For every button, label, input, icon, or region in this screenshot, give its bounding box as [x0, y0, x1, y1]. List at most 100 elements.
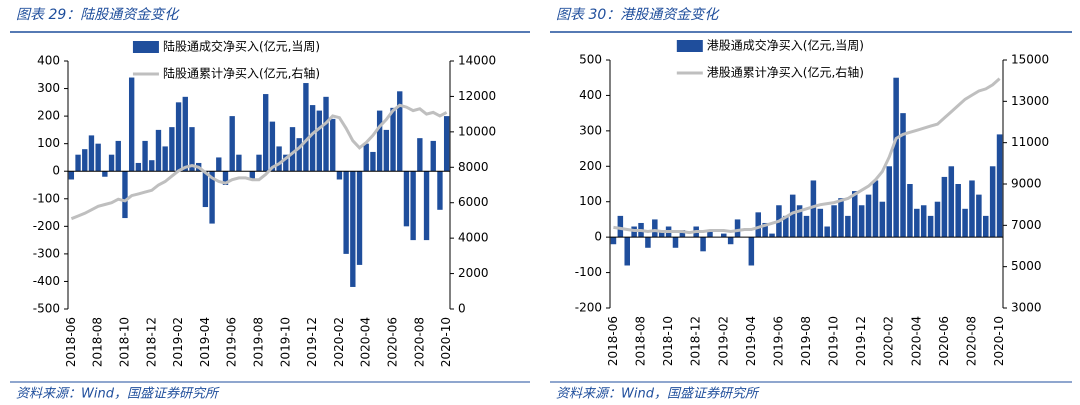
bar — [872, 180, 879, 238]
bar — [983, 215, 989, 238]
bar — [443, 116, 450, 172]
bar — [941, 176, 948, 238]
bar — [276, 146, 282, 172]
legend-label: 陆股通累计净买入(亿元,右轴) — [163, 66, 320, 81]
bar — [796, 205, 803, 238]
bar — [610, 237, 617, 245]
bar — [175, 102, 182, 172]
bar — [256, 154, 262, 172]
bar — [222, 171, 229, 185]
y-tick-label: 400 — [37, 54, 60, 68]
y-tick-label: -400 — [33, 274, 60, 288]
bar — [858, 205, 865, 238]
bar — [700, 237, 706, 252]
bar — [645, 237, 651, 248]
y2-tick-label: 3000 — [1011, 301, 1042, 315]
bar — [202, 171, 209, 208]
bar — [383, 129, 390, 172]
line — [70, 103, 448, 221]
y2-tick-label: 5000 — [1011, 259, 1042, 273]
bar — [75, 154, 81, 172]
x-tick-label: 2020-02 — [882, 316, 896, 366]
x-tick-label: 2019-04 — [744, 316, 758, 366]
x-tick-label: 2019-02 — [716, 316, 730, 366]
y-tick-label: 100 — [579, 194, 602, 208]
bar — [996, 134, 1003, 238]
x-tick-label: 2018-06 — [606, 316, 620, 366]
bar — [410, 171, 416, 241]
bar — [336, 171, 343, 180]
x-tick-label: 2020-08 — [964, 316, 978, 366]
source-note: 资料来源：Wind，国盛证券研究所 — [16, 386, 220, 402]
bar — [886, 166, 892, 238]
y-tick-label: -500 — [33, 302, 60, 316]
bar — [721, 233, 727, 238]
bar — [370, 151, 376, 172]
bar — [142, 140, 148, 172]
bar — [658, 230, 665, 238]
y-tick-label: -300 — [33, 246, 60, 260]
x-tick-label: 2019-06 — [771, 316, 785, 366]
y-tick-label: 300 — [579, 123, 602, 137]
y2-tick-label: 15000 — [1011, 53, 1049, 67]
chart-panel: 图表 29：陆股通资金变化 资料来源：Wind，国盛证券研究所 -500 -400… — [10, 7, 530, 402]
y2-tick-label: 10000 — [458, 124, 496, 138]
y-tick-label: -200 — [33, 219, 60, 233]
y2-tick-label: 4000 — [458, 231, 489, 245]
x-tick-label: 2020-06 — [386, 317, 400, 367]
bar — [769, 233, 775, 238]
x-tick-label: 2019-12 — [854, 316, 868, 366]
bar — [845, 215, 851, 238]
bar — [263, 94, 269, 172]
bar — [934, 201, 941, 238]
y-tick-label: 200 — [37, 109, 60, 123]
bar — [88, 135, 95, 172]
y-tick-label: -100 — [575, 265, 602, 279]
bar — [437, 171, 443, 210]
bar — [303, 83, 309, 172]
bar — [900, 113, 906, 238]
x-tick-label: 2018-08 — [91, 317, 105, 367]
x-tick-label: 2019-02 — [171, 317, 185, 367]
legend-swatch — [676, 40, 703, 52]
bar — [283, 154, 289, 172]
bar — [209, 171, 215, 224]
bar — [838, 198, 844, 238]
x-tick-label: 2019-10 — [278, 317, 292, 367]
y2-tick-label: 7000 — [1011, 218, 1042, 232]
bar — [672, 237, 679, 248]
bar — [962, 208, 968, 238]
bar — [122, 171, 128, 219]
x-tick-label: 2020-08 — [412, 317, 426, 367]
bar — [216, 157, 222, 172]
bar — [783, 215, 789, 238]
bar — [969, 180, 975, 238]
bar — [817, 208, 824, 238]
y-tick-label: 0 — [594, 230, 602, 244]
bar — [423, 171, 430, 241]
bar — [397, 91, 403, 172]
y2-tick-label: 8000 — [458, 160, 489, 174]
bar — [189, 127, 195, 172]
bar — [182, 96, 188, 172]
y2-tick-label: 9000 — [1011, 177, 1042, 191]
bar — [95, 143, 101, 172]
bar — [155, 129, 162, 172]
x-tick-label: 2018-10 — [661, 316, 675, 366]
bar — [865, 194, 872, 238]
y2-tick-label: 11000 — [1011, 135, 1049, 149]
bar — [363, 143, 369, 172]
legend-label: 陆股通成交净买入(亿元,当周) — [163, 39, 320, 54]
x-tick-label: 2018-06 — [64, 317, 78, 367]
bar — [810, 180, 817, 238]
y2-tick-label: 6000 — [458, 195, 489, 209]
x-tick-label: 2019-12 — [305, 317, 319, 367]
bar — [955, 184, 961, 238]
bar — [330, 118, 336, 172]
x-tick-label: 2020-04 — [909, 316, 923, 366]
bar — [617, 215, 624, 238]
x-tick-label: 2020-02 — [332, 317, 346, 367]
bar — [376, 110, 383, 172]
bar — [316, 110, 322, 172]
bar — [403, 171, 410, 227]
